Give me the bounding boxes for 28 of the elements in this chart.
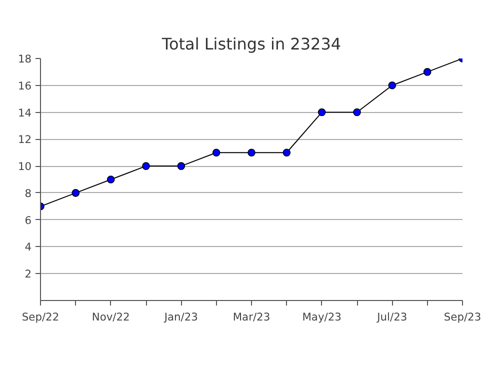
point — [212, 148, 220, 157]
y-tick-label: 2 — [24, 268, 32, 281]
point — [423, 68, 432, 76]
point — [106, 176, 115, 184]
y-tick-label: 8 — [24, 186, 32, 200]
x-tick-label: Jul/23 — [376, 310, 408, 324]
x-tick-label: May/23 — [302, 310, 342, 324]
y-tick-label: 10 — [18, 160, 32, 174]
point — [318, 108, 326, 116]
point — [248, 148, 256, 157]
y-tick-label: 4 — [24, 240, 32, 254]
point — [353, 108, 361, 116]
x-tick-label: Nov/22 — [92, 310, 130, 324]
y-tick-label: 18 — [18, 52, 32, 66]
y-tick-label: 6 — [24, 214, 32, 227]
x-tick-label: Mar/23 — [232, 310, 270, 324]
point — [142, 162, 150, 170]
y-tick-label: 14 — [18, 106, 32, 120]
chart-title: Total Listings in 23234 — [160, 34, 342, 54]
point — [177, 162, 186, 170]
y-tick-label: 12 — [18, 133, 32, 146]
y-tick-label: 16 — [18, 79, 32, 92]
x-tick-label: Jan/23 — [163, 310, 198, 324]
point — [282, 148, 291, 157]
x-tick-label: Sep/23 — [444, 310, 482, 324]
point — [72, 189, 80, 197]
point — [388, 81, 396, 90]
x-tick-label: Sep/22 — [22, 310, 60, 324]
